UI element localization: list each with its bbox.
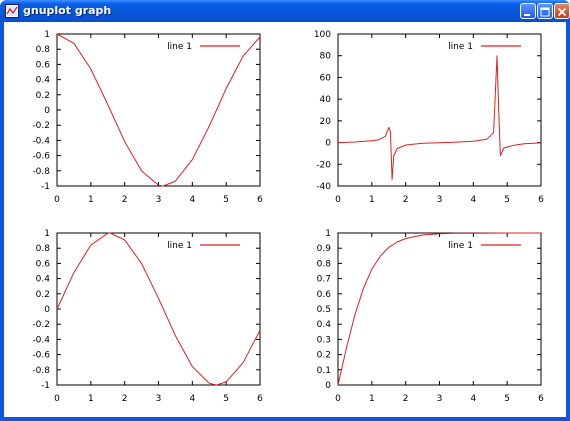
y-tick-label: 0.7 bbox=[317, 275, 331, 285]
y-tick-label: 0.9 bbox=[317, 244, 332, 254]
maximize-button[interactable] bbox=[537, 3, 553, 19]
y-tick-label: 0 bbox=[325, 139, 331, 149]
x-tick-label: 4 bbox=[470, 195, 476, 205]
minimize-button[interactable] bbox=[520, 3, 536, 19]
series-line-4 bbox=[337, 232, 541, 386]
x-tick-label: 6 bbox=[257, 195, 263, 205]
y-tick-label: 0.6 bbox=[317, 290, 332, 300]
y-tick-label: 0.5 bbox=[317, 305, 331, 315]
y-tick-label: -20 bbox=[316, 160, 331, 170]
x-tick-label: 0 bbox=[335, 195, 341, 205]
y-tick-label: 0.4 bbox=[36, 275, 51, 285]
y-tick-label: 0 bbox=[325, 381, 331, 391]
y-tick-label: 100 bbox=[314, 30, 331, 40]
y-tick-label: 0.4 bbox=[317, 320, 332, 330]
y-tick-label: 60 bbox=[320, 73, 332, 83]
x-tick-label: 2 bbox=[122, 394, 128, 404]
y-tick-label: 0.2 bbox=[36, 91, 50, 101]
y-tick-label: 80 bbox=[320, 52, 332, 62]
y-tick-label: 20 bbox=[320, 117, 332, 127]
x-tick-label: 3 bbox=[156, 394, 162, 404]
plot-area: 0 1 2 3 4 5 6 1 0.8 0.6 0.4 0.2 0 -0.2 -0.4 -0.6 -0.8 -1 l… bbox=[4, 22, 566, 417]
legend-label: line 1 bbox=[167, 42, 192, 52]
y-tick-label: -0.8 bbox=[32, 167, 50, 177]
x-tick-label: 2 bbox=[403, 394, 409, 404]
x-tick-label: 4 bbox=[189, 195, 195, 205]
x-tick-label: 1 bbox=[88, 394, 94, 404]
y-tick-label: 0.4 bbox=[36, 76, 51, 86]
legend-label: line 1 bbox=[448, 241, 473, 251]
y-tick-label: 0.6 bbox=[36, 60, 51, 70]
plot-3-frame bbox=[56, 232, 261, 386]
x-tick-label: 0 bbox=[335, 394, 341, 404]
x-tick-label: 1 bbox=[369, 394, 375, 404]
x-tick-label: 6 bbox=[538, 394, 544, 404]
y-tick-label: 0 bbox=[44, 106, 50, 116]
y-tick-label: -0.8 bbox=[32, 366, 50, 376]
y-tick-label: 0.3 bbox=[317, 335, 331, 345]
y-tick-label: -0.2 bbox=[32, 320, 50, 330]
y-tick-label: 1 bbox=[325, 229, 331, 239]
y-tick-label: 0.2 bbox=[36, 290, 50, 300]
maximize-icon bbox=[540, 7, 550, 17]
y-tick-label: 0 bbox=[44, 305, 50, 315]
y-tick-label: 1 bbox=[44, 229, 50, 239]
y-tick-label: -0.4 bbox=[32, 136, 50, 146]
series-line-3 bbox=[56, 232, 261, 386]
y-tick-label: 0.8 bbox=[36, 45, 51, 55]
y-tick-label: 0.6 bbox=[36, 259, 51, 269]
y-tick-label: 0.2 bbox=[317, 351, 331, 361]
y-tick-label: 1 bbox=[44, 30, 50, 40]
x-tick-label: 4 bbox=[189, 394, 195, 404]
x-tick-label: 0 bbox=[54, 394, 60, 404]
x-tick-label: 5 bbox=[504, 394, 510, 404]
close-icon bbox=[557, 7, 567, 17]
legend-label: line 1 bbox=[448, 42, 473, 52]
window-title: gnuplot graph bbox=[23, 4, 112, 17]
legend-label: line 1 bbox=[167, 241, 192, 251]
plot-1-frame bbox=[56, 33, 261, 187]
series-line-1 bbox=[56, 33, 261, 187]
x-tick-label: 5 bbox=[223, 394, 229, 404]
y-tick-label: 0.8 bbox=[317, 259, 332, 269]
x-tick-label: 6 bbox=[257, 394, 263, 404]
x-tick-label: 5 bbox=[223, 195, 229, 205]
y-tick-label: -0.6 bbox=[32, 351, 50, 361]
y-tick-label: 40 bbox=[320, 95, 332, 105]
x-tick-label: 0 bbox=[54, 195, 60, 205]
y-tick-label: -0.2 bbox=[32, 121, 50, 131]
x-tick-label: 1 bbox=[88, 195, 94, 205]
x-tick-label: 3 bbox=[156, 195, 162, 205]
y-tick-label: 0.8 bbox=[36, 244, 51, 254]
gnuplot-app-icon bbox=[5, 4, 19, 18]
x-tick-label: 4 bbox=[470, 394, 476, 404]
x-tick-label: 2 bbox=[122, 195, 128, 205]
y-tick-label: -1 bbox=[41, 381, 50, 391]
x-tick-label: 3 bbox=[437, 195, 443, 205]
plot-2-frame bbox=[337, 33, 542, 187]
x-tick-label: 1 bbox=[369, 195, 375, 205]
series-line-2 bbox=[337, 55, 542, 180]
y-tick-label: -1 bbox=[41, 182, 50, 192]
plot-4-frame bbox=[337, 232, 542, 386]
gnuplot-canvas: 0 1 2 3 4 5 6 1 0.8 0.6 0.4 0.2 0 -0.2 -0.4 -0.6 -0.8 -1 l… bbox=[32, 30, 544, 404]
x-tick-label: 5 bbox=[504, 195, 510, 205]
y-tick-label: -40 bbox=[316, 182, 331, 192]
x-tick-label: 6 bbox=[538, 195, 544, 205]
x-tick-label: 3 bbox=[437, 394, 443, 404]
y-tick-label: -0.4 bbox=[32, 335, 50, 345]
y-tick-label: 0.1 bbox=[317, 366, 331, 376]
minimize-icon bbox=[524, 14, 530, 16]
y-tick-label: -0.6 bbox=[32, 152, 50, 162]
title-bar[interactable]: gnuplot graph bbox=[0, 0, 570, 22]
close-button[interactable] bbox=[554, 3, 570, 19]
x-tick-label: 2 bbox=[403, 195, 409, 205]
